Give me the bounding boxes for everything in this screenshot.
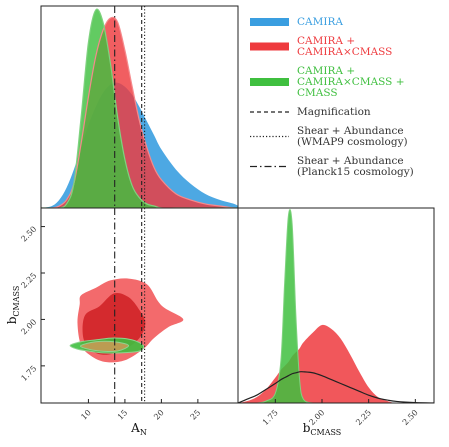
legend-label-3: CAMIRA×CMASS + xyxy=(297,76,405,88)
y-tick-label-b: 1.75 xyxy=(19,364,38,383)
legend-label-6: Shear + Abundance xyxy=(297,155,404,167)
marginal-b-planck-curve xyxy=(238,371,434,403)
x-tick-label-an: 15 xyxy=(116,408,130,422)
marginal-an-outline-3 xyxy=(41,8,238,208)
x-tick-label-an: 25 xyxy=(189,408,203,422)
legend-label-3: CMASS xyxy=(297,87,338,99)
y-tick-label-b: 2.25 xyxy=(19,271,38,290)
x-axis-label-an: AN xyxy=(130,421,147,437)
legend-label-4: Magnification xyxy=(297,106,371,118)
x-tick-label-b: 1.75 xyxy=(261,408,280,427)
joint-contour-4 xyxy=(80,340,130,353)
legend-label-5: (WMAP9 cosmology) xyxy=(297,136,408,148)
joint-an-b-panel: 10 15 20 25 1.75 2.00 2.25 2.50 xyxy=(19,207,239,422)
x-tick-label-b: 2.25 xyxy=(354,408,373,427)
legend-label-2: CAMIRA×CMASS xyxy=(297,46,392,58)
marginal-b-area-1 xyxy=(238,324,434,403)
legend-label-2: CAMIRA + xyxy=(297,35,355,47)
x-tick-label-b: 2.50 xyxy=(401,408,420,427)
legend-label-3: CAMIRA + xyxy=(297,65,355,77)
legend-label-5: Shear + Abundance xyxy=(297,125,404,137)
marginal-b-panel: 1.75 2.00 2.25 2.50 xyxy=(237,207,435,427)
y-tick-label-b: 2.00 xyxy=(19,317,38,336)
legend-swatch-2 xyxy=(250,42,289,51)
legend-label-1: CAMIRA xyxy=(297,16,343,28)
x-tick-label-an: 20 xyxy=(152,408,166,422)
y-axis-label-b: bCMASS xyxy=(5,286,21,325)
legend-swatch-1 xyxy=(250,18,289,26)
legend-label-6: (Planck15 cosmology) xyxy=(297,166,414,178)
marginal-b-area-2 xyxy=(238,209,434,403)
marginal-an-outline-2 xyxy=(41,16,238,208)
marginal-an-panel xyxy=(40,5,239,209)
y-tick-label-b: 2.50 xyxy=(19,225,38,244)
marginal-an-area-3 xyxy=(41,9,238,208)
legend-swatch-3 xyxy=(250,78,289,86)
x-tick-label-an: 10 xyxy=(79,408,93,422)
x-axis-label-b: bCMASS xyxy=(303,421,342,437)
marginal-b-frame xyxy=(237,207,435,404)
